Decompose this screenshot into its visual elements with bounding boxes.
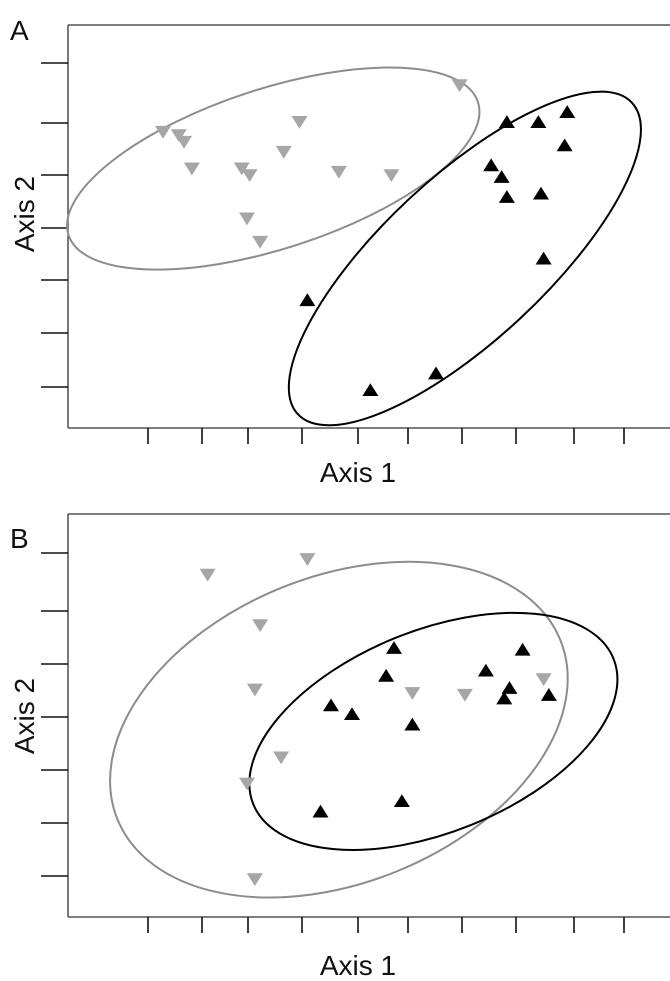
down-triangle-point [273,751,290,765]
up-triangle-point [393,794,410,807]
up-triangle-point [344,707,360,720]
x-axis-label-a: Axis 1 [320,457,396,488]
up-triangle-point [514,642,531,656]
panel-a: A Axis 1 Axis 2 [9,15,670,488]
down-triangle-point [404,687,421,700]
down-triangle-point [291,115,308,129]
confidence-ellipse-black [248,611,619,851]
up-triangle-point [496,691,513,705]
up-triangle-point [323,698,339,712]
points-a [155,79,576,397]
points-b [199,553,557,887]
down-triangle-point [155,125,171,139]
up-triangle-point [378,668,395,682]
panel-b: B Axis 1 Axis 2 [9,513,670,981]
up-triangle-point [312,804,329,818]
axis-ticks-a [41,62,625,444]
up-triangle-point [540,688,557,701]
axis-ticks-b [41,552,625,933]
ellipses-b [109,560,619,899]
panel-label-a: A [10,15,29,46]
up-triangle-point [477,663,494,677]
down-triangle-point [246,683,263,697]
up-triangle-point [535,251,552,265]
up-triangle-point [428,366,444,380]
confidence-ellipse-gray [109,560,569,899]
down-triangle-point [299,553,316,566]
up-triangle-point [498,190,515,203]
up-triangle-point [493,170,510,183]
down-triangle-point [275,145,292,159]
up-triangle-point [362,383,379,397]
down-triangle-point [233,162,250,176]
x-axis-label-b: Axis 1 [320,950,396,981]
down-triangle-point [183,162,200,176]
plot-frame-b [67,513,670,918]
down-triangle-point [252,235,269,249]
up-triangle-point [404,717,421,731]
down-triangle-point [239,212,255,226]
up-triangle-point [483,158,500,172]
confidence-ellipse-black [287,90,642,427]
up-triangle-point [498,115,515,128]
down-triangle-point [535,673,552,686]
up-triangle-point [299,293,316,307]
plot-frame-a [67,24,670,429]
panel-label-b: B [10,523,29,554]
down-triangle-point [330,165,347,179]
ellipses-a [66,66,642,427]
down-triangle-point [170,129,187,143]
up-triangle-point [559,105,576,118]
down-triangle-point [451,79,468,93]
up-triangle-point [386,641,402,654]
down-triangle-point [241,169,258,183]
down-triangle-point [456,688,473,702]
up-triangle-point [501,681,518,694]
confidence-ellipse-gray [66,66,481,271]
down-triangle-point [199,568,216,582]
y-axis-label-b: Axis 2 [9,678,40,754]
up-triangle-point [533,186,549,200]
up-triangle-point [530,115,547,128]
down-triangle-point [246,873,263,887]
down-triangle-point [252,619,269,633]
up-triangle-point [556,138,573,152]
y-axis-label-a: Axis 2 [9,176,40,252]
down-triangle-point [383,169,400,183]
down-triangle-point [176,135,192,149]
down-triangle-point [239,777,255,791]
